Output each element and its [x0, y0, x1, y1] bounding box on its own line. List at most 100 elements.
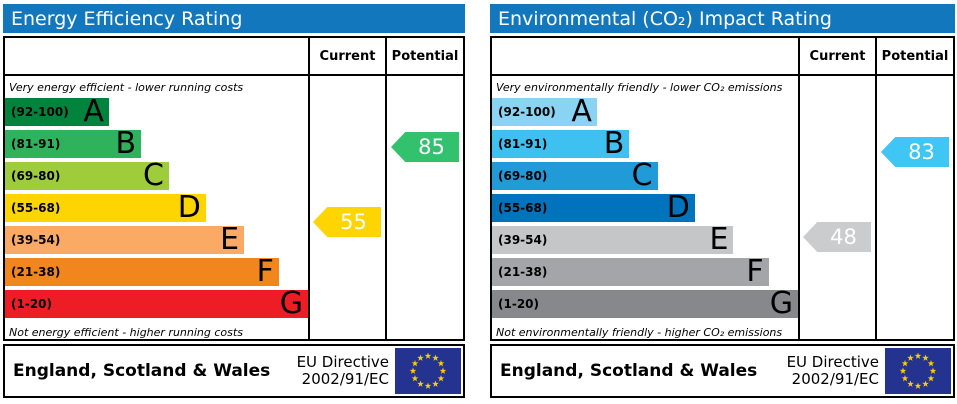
rating-band: (55-68) D: [5, 190, 206, 225]
rating-band: (21-38) F: [5, 254, 279, 289]
band-range-label: (1-20): [498, 297, 539, 311]
rating-band: (92-100) A: [5, 94, 109, 129]
band-range-label: (55-68): [498, 201, 548, 215]
potential-value: 83: [908, 140, 935, 164]
band-row: (81-91) B: [492, 126, 798, 161]
band-row: (21-38) F: [5, 254, 308, 289]
eu-flag-icon: [885, 348, 951, 394]
band-row: (81-91) B: [5, 126, 308, 161]
band-row: (1-20) G: [5, 286, 308, 321]
band-row: (69-80) C: [5, 158, 308, 193]
band-range-label: (92-100): [11, 105, 69, 119]
rating-chart: Current Potential Very energy efficient …: [3, 36, 465, 341]
potential-value: 85: [418, 135, 445, 159]
potential-arrow: 83: [881, 137, 949, 167]
band-range-label: (55-68): [11, 201, 61, 215]
eu-directive-label: EU Directive 2002/91/EC: [786, 352, 879, 388]
header-spacer-cell: [5, 38, 308, 74]
band-letter: G: [769, 286, 793, 321]
potential-column-header: Potential: [385, 38, 463, 74]
energy-efficiency-panel: Energy Efficiency Rating Current Potenti…: [3, 4, 465, 398]
bands-column: Very energy efficient - lower running co…: [5, 76, 308, 339]
band-row: (92-100) A: [5, 94, 308, 129]
band-letter: B: [603, 126, 625, 161]
eu-directive-label: EU Directive 2002/91/EC: [296, 352, 389, 388]
potential-arrow: 85: [391, 132, 459, 162]
current-arrow: 55: [313, 207, 381, 237]
band-range-label: (21-38): [498, 265, 548, 279]
rating-band: (39-54) E: [492, 222, 734, 257]
rating-band: (21-38) F: [492, 254, 769, 289]
top-note: Very energy efficient - lower running co…: [9, 80, 244, 94]
band-range-label: (1-20): [11, 297, 52, 311]
band-row: (69-80) C: [492, 158, 798, 193]
chart-body: Very energy efficient - lower running co…: [5, 76, 463, 339]
potential-column: 85: [385, 76, 463, 339]
band-range-label: (39-54): [11, 233, 61, 247]
current-column: 55: [308, 76, 385, 339]
band-letter: G: [279, 286, 303, 321]
rating-band: (39-54) E: [5, 222, 245, 257]
potential-column: 83: [875, 76, 953, 339]
band-letter: F: [256, 254, 274, 289]
band-row: (55-68) D: [5, 190, 308, 225]
rating-band: (1-20) G: [5, 286, 308, 321]
band-range-label: (69-80): [498, 169, 548, 183]
current-arrow: 48: [803, 222, 871, 252]
band-range-label: (81-91): [498, 137, 548, 151]
band-letter: D: [177, 190, 201, 225]
band-range-label: (92-100): [498, 105, 556, 119]
potential-column-header: Potential: [875, 38, 953, 74]
top-note: Very environmentally friendly - lower CO…: [496, 80, 783, 94]
band-row: (39-54) E: [492, 222, 798, 257]
bands-column: Very environmentally friendly - lower CO…: [492, 76, 798, 339]
band-letter: A: [571, 94, 592, 129]
current-value: 48: [830, 225, 857, 249]
chart-body: Very environmentally friendly - lower CO…: [492, 76, 953, 339]
eu-flag-icon: [395, 348, 461, 394]
band-letter: E: [220, 222, 240, 257]
band-letter: C: [631, 158, 653, 193]
region-label: England, Scotland & Wales: [500, 361, 758, 381]
band-letter: F: [746, 254, 764, 289]
band-row: (39-54) E: [5, 222, 308, 257]
co2-impact-panel: Environmental (CO₂) Impact Rating Curren…: [490, 4, 955, 398]
current-column-header: Current: [798, 38, 875, 74]
band-row: (21-38) F: [492, 254, 798, 289]
band-row: (1-20) G: [492, 286, 798, 321]
rating-chart: Current Potential Very environmentally f…: [490, 36, 955, 341]
panel-title: Energy Efficiency Rating: [11, 7, 243, 30]
chart-header-row: Current Potential: [492, 38, 953, 76]
panel-title-bar: Environmental (CO₂) Impact Rating: [490, 4, 955, 33]
band-letter: B: [115, 126, 137, 161]
panel-title-bar: Energy Efficiency Rating: [3, 4, 465, 33]
band-letter: D: [666, 190, 690, 225]
band-letter: A: [83, 94, 104, 129]
bottom-note: Not energy efficient - higher running co…: [9, 326, 243, 339]
chart-header-row: Current Potential: [5, 38, 463, 76]
band-range-label: (69-80): [11, 169, 61, 183]
current-column: 48: [798, 76, 875, 339]
panel-title: Environmental (CO₂) Impact Rating: [498, 7, 832, 30]
panel-footer: England, Scotland & Wales EU Directive 2…: [3, 344, 465, 398]
current-value: 55: [340, 210, 367, 234]
rating-band: (81-91) B: [5, 126, 142, 161]
header-spacer-cell: [492, 38, 798, 74]
rating-band: (92-100) A: [492, 94, 597, 129]
rating-band: (55-68) D: [492, 190, 695, 225]
rating-band: (69-80) C: [492, 158, 658, 193]
band-range-label: (39-54): [498, 233, 548, 247]
band-row: (55-68) D: [492, 190, 798, 225]
band-range-label: (21-38): [11, 265, 61, 279]
band-letter: E: [709, 222, 729, 257]
bottom-note: Not environmentally friendly - higher CO…: [496, 326, 783, 339]
rating-band: (81-91) B: [492, 126, 630, 161]
region-label: England, Scotland & Wales: [13, 361, 271, 381]
band-letter: C: [142, 158, 164, 193]
current-column-header: Current: [308, 38, 385, 74]
band-range-label: (81-91): [11, 137, 61, 151]
rating-band: (1-20) G: [492, 286, 798, 321]
band-row: (92-100) A: [492, 94, 798, 129]
rating-band: (69-80) C: [5, 158, 169, 193]
panel-footer: England, Scotland & Wales EU Directive 2…: [490, 344, 955, 398]
